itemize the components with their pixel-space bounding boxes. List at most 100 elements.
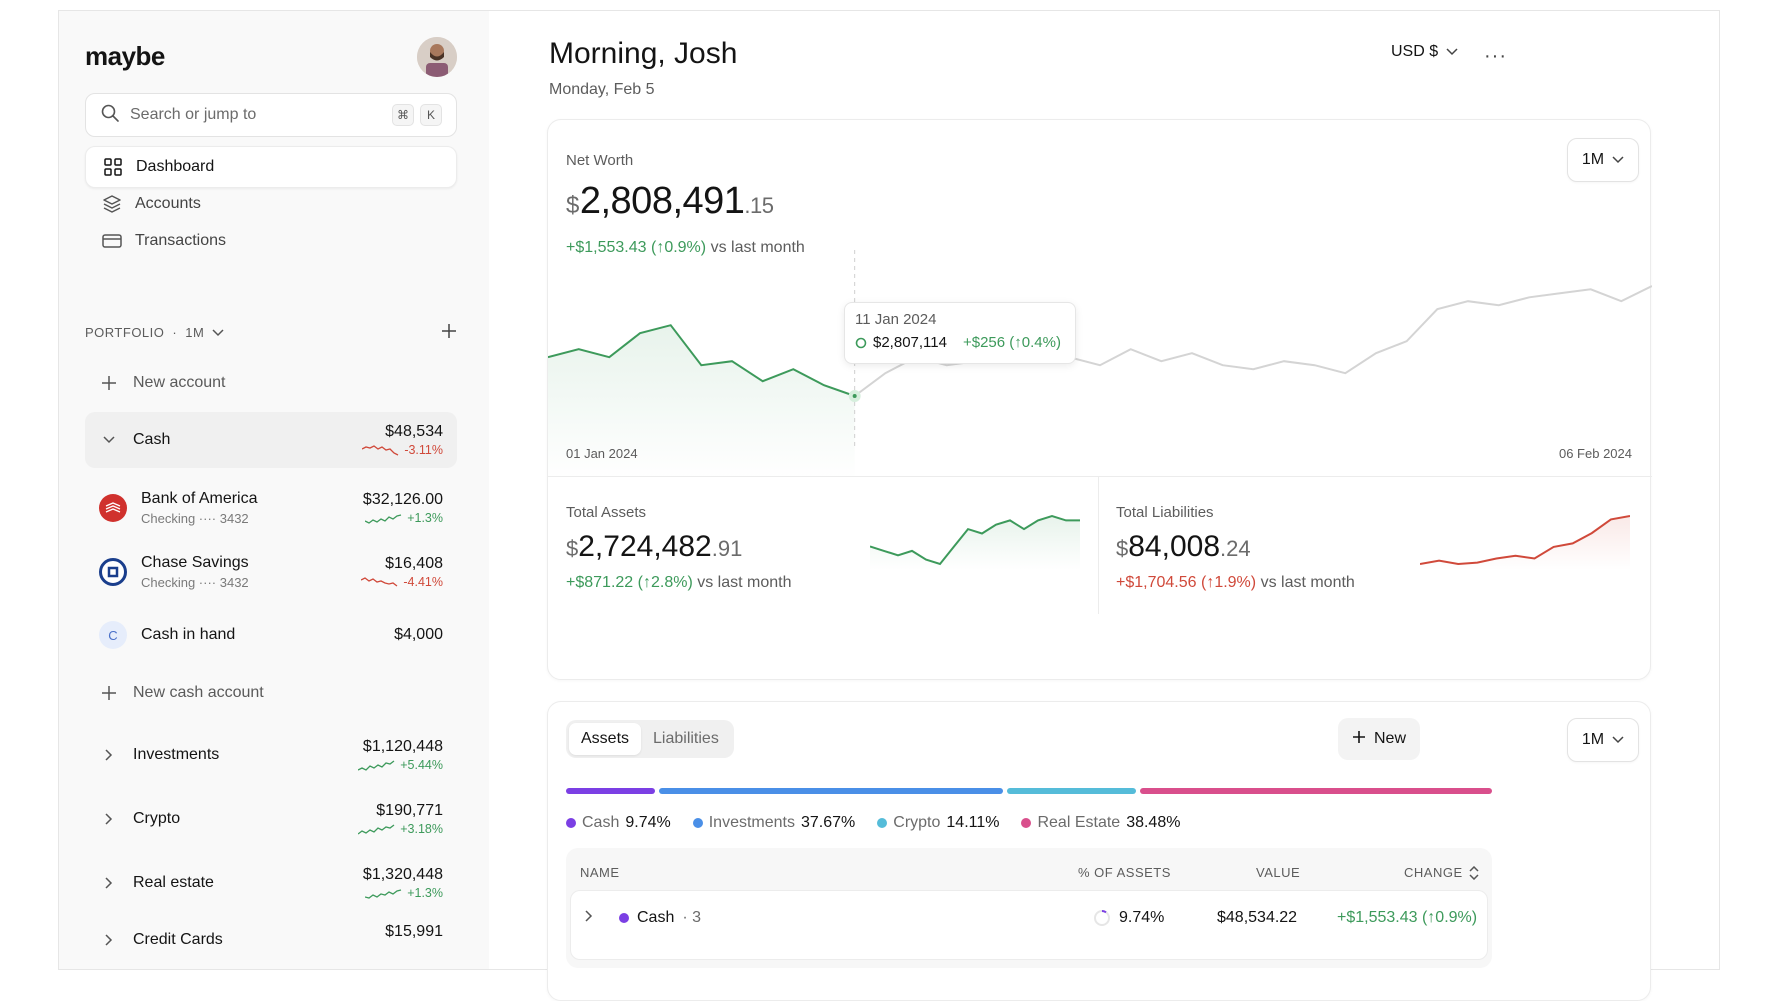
group-name: Credit Cards	[133, 931, 223, 948]
page-date: Monday, Feb 5	[549, 81, 655, 98]
account-group-real-estate[interactable]: Real estate $1,320,448 +1.3%	[85, 859, 457, 907]
account-group-investments[interactable]: Investments $1,120,448 +5.44%	[85, 731, 457, 779]
allocation-card: Assets Liabilities New 1M Cash 9.74% Inve…	[547, 701, 1651, 1001]
group-value: $1,320,448	[362, 866, 443, 883]
new-account-button[interactable]: New account	[85, 371, 457, 395]
delta-amount: +$1,704.56	[1116, 574, 1197, 591]
axis-end-date: 06 Feb 2024	[1558, 446, 1632, 461]
net-worth-line-past	[548, 324, 856, 397]
net-worth-chart[interactable]	[548, 250, 1652, 480]
account-value: $4,000	[394, 626, 443, 643]
portfolio-header: PORTFOLIO · 1M	[85, 323, 457, 342]
asset-liability-tabs: Assets Liabilities	[566, 720, 734, 758]
chevron-right-icon[interactable]	[585, 909, 593, 927]
net-worth-card: Net Worth $2,808,491.15 +$1,553.43 (↑0.9…	[547, 119, 1652, 680]
account-group-cash[interactable]: Cash $48,534 -3.11%	[85, 412, 457, 468]
group-name: Cash	[133, 431, 171, 448]
group-change: +5.44%	[400, 758, 443, 772]
bank-of-america-icon	[99, 494, 127, 522]
nav-accounts[interactable]: Accounts	[85, 183, 457, 225]
chevron-right-icon[interactable]	[99, 813, 119, 825]
more-options-icon[interactable]: ···	[1484, 45, 1507, 67]
col-header-name: NAME	[580, 865, 620, 880]
app-window: maybe Search or jump to ⌘ K Dashboard	[58, 10, 1720, 1001]
period-label: 1M	[1581, 731, 1605, 748]
group-name: Real estate	[133, 874, 214, 891]
chevron-down-icon	[1612, 151, 1624, 169]
account-group-credit-cards[interactable]: Credit Cards $15,991	[85, 923, 457, 963]
group-change: -3.11%	[404, 443, 443, 457]
new-button[interactable]: New	[1338, 718, 1421, 760]
table-row[interactable]: Cash · 3 9.74% $48,534.22 +$1,553.43 (↑0…	[570, 890, 1488, 960]
currency-symbol: $	[566, 192, 579, 219]
app-logo[interactable]: maybe	[85, 41, 165, 71]
sparkline-line	[870, 514, 1080, 566]
currency-label: USD $	[1391, 43, 1439, 60]
nav-label: Dashboard	[136, 158, 215, 175]
row-pct-cell: 9.74%	[1093, 909, 1164, 927]
new-cash-account-button[interactable]: New cash account	[85, 681, 457, 705]
delta-vs: vs last month	[697, 574, 792, 591]
page-title: Morning, Josh	[549, 37, 738, 70]
allocation-segment-investments	[659, 788, 1004, 794]
new-cash-account-label: New cash account	[133, 684, 264, 701]
tab-liabilities[interactable]: Liabilities	[653, 730, 719, 747]
chevron-down-icon[interactable]	[212, 325, 224, 340]
value-whole: 2,808,491	[579, 180, 745, 222]
sidebar: maybe Search or jump to ⌘ K Dashboard	[59, 11, 489, 969]
allocation-period-select[interactable]: 1M	[1567, 718, 1639, 762]
portfolio-period[interactable]: 1M	[185, 325, 205, 340]
group-value: $190,771	[376, 802, 443, 819]
col-header-change[interactable]: CHANGE	[1404, 865, 1479, 880]
chevron-down-icon[interactable]	[99, 436, 119, 444]
net-worth-delta: +$1,553.43 (↑0.9%) vs last month	[566, 239, 805, 257]
account-sub: Checking ···· 3432	[141, 575, 249, 590]
user-avatar[interactable]	[417, 37, 457, 77]
legend-name: Crypto	[893, 814, 941, 831]
sparkline-up	[365, 514, 402, 524]
net-worth-period-select[interactable]: 1M	[1567, 138, 1639, 182]
tooltip-value: $2,807,114	[873, 334, 947, 351]
nav-label: Transactions	[135, 232, 226, 249]
nav-dashboard[interactable]: Dashboard	[85, 146, 457, 188]
account-chase-savings[interactable]: Chase Savings Checking ···· 3432 $16,408…	[85, 548, 457, 596]
row-value: $48,534.22	[1217, 909, 1298, 926]
col-header-value: VALUE	[1256, 865, 1301, 880]
chevron-down-icon	[1612, 731, 1624, 749]
account-bank-of-america[interactable]: Bank of America Checking ···· 3432 $32,1…	[85, 484, 457, 532]
legend-dot	[1021, 818, 1032, 828]
search-placeholder: Search or jump to	[130, 106, 257, 123]
delta-amount: +$1,553.43	[566, 239, 647, 256]
account-group-crypto[interactable]: Crypto $190,771 +3.18%	[85, 795, 457, 843]
legend-pct: 37.67%	[801, 814, 856, 831]
portfolio-label: PORTFOLIO	[85, 325, 165, 340]
chevron-right-icon[interactable]	[99, 749, 119, 761]
legend-name: Investments	[708, 814, 795, 831]
add-icon[interactable]	[441, 323, 457, 342]
sparkline-area	[1420, 516, 1630, 570]
account-name: Bank of America	[141, 490, 258, 507]
currency-select[interactable]: USD $	[1391, 43, 1458, 61]
legend-pct: 9.74%	[625, 814, 671, 831]
total-liabilities-delta: +$1,704.56 (↑1.9%) vs last month	[1116, 574, 1355, 592]
value-whole: 84,008	[1128, 530, 1221, 563]
value-whole: 2,724,482	[578, 530, 712, 563]
chevron-right-icon[interactable]	[99, 934, 119, 946]
account-sub: Checking ···· 3432	[141, 511, 249, 526]
search-input[interactable]: Search or jump to ⌘ K	[85, 93, 457, 137]
legend-dot	[692, 818, 703, 828]
nav-transactions[interactable]: Transactions	[85, 220, 457, 262]
delta-percent: (↑0.9%)	[650, 239, 707, 256]
row-name-cell: Cash · 3	[619, 909, 701, 927]
grid-icon	[102, 156, 124, 178]
account-cash-in-hand[interactable]: C Cash in hand $4,000	[85, 621, 457, 649]
category-dot	[619, 913, 629, 923]
legend-investments: Investments 37.67%	[692, 814, 856, 832]
total-liabilities-value: $84,008.24	[1116, 530, 1251, 564]
delta-amount: +$871.22	[566, 574, 634, 591]
account-change: -4.41%	[403, 575, 443, 589]
chevron-right-icon[interactable]	[99, 877, 119, 889]
tab-assets[interactable]: Assets	[569, 723, 642, 755]
value-decimal: .15	[744, 193, 774, 218]
row-count: · 3	[682, 909, 702, 926]
